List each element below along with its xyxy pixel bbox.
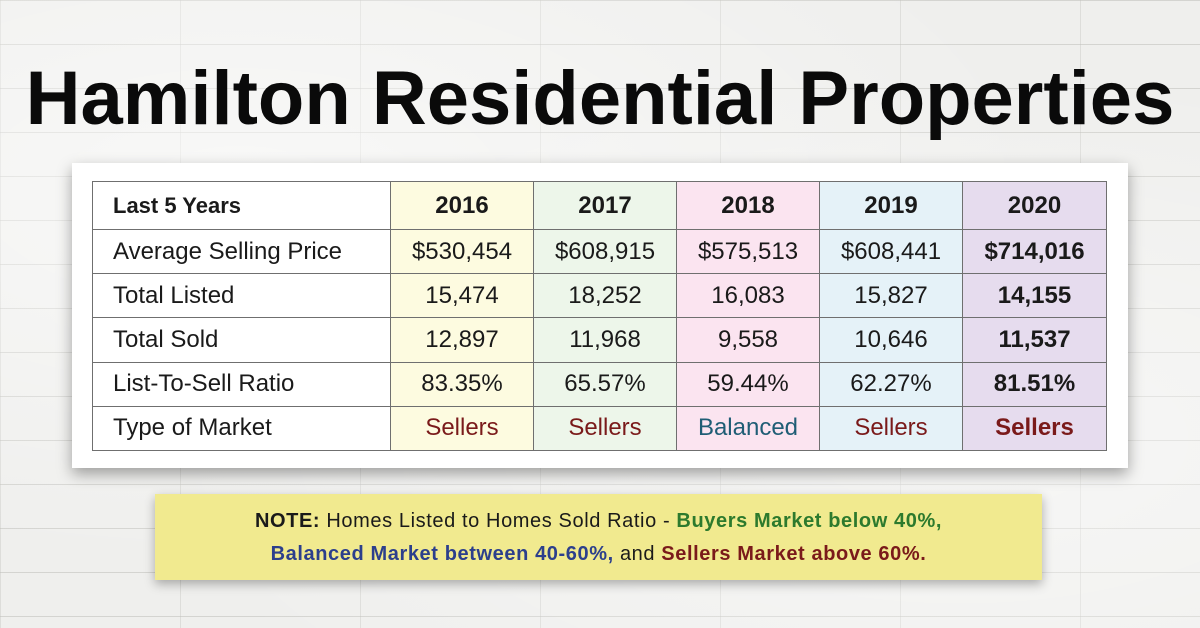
market-type-cell: Sellers: [819, 405, 963, 452]
table-cell: 62.27%: [819, 361, 963, 407]
note-line-1: NOTE: Homes Listed to Homes Sold Ratio -…: [155, 510, 1042, 533]
table-cell: 15,474: [390, 273, 534, 319]
table-row-total-sold: Total Sold 12,897 11,968 9,558 10,646 11…: [92, 317, 1107, 363]
market-type-cell: Sellers: [390, 405, 534, 452]
year-header: 2019: [819, 180, 963, 231]
table-cell: 65.57%: [533, 361, 677, 407]
note-intro: Homes Listed to Homes Sold Ratio -: [326, 510, 671, 532]
note-balanced: Balanced Market between 40-60%,: [270, 543, 614, 565]
market-type-cell: Sellers: [962, 405, 1107, 452]
year-header: 2017: [533, 180, 677, 231]
table-cell: $608,915: [533, 229, 677, 275]
row-label: Total Listed: [92, 273, 391, 319]
year-header: 2016: [390, 180, 534, 231]
note-sellers: Sellers Market above 60%.: [661, 543, 927, 565]
row-label: Type of Market: [92, 405, 391, 452]
table-cell: 18,252: [533, 273, 677, 319]
table-cell: 16,083: [676, 273, 820, 319]
table-cell: 11,537: [962, 317, 1107, 363]
note-line-2: Balanced Market between 40-60%, and Sell…: [155, 543, 1042, 566]
note-buyers: Buyers Market below 40%,: [676, 510, 943, 532]
table-cell: 83.35%: [390, 361, 534, 407]
table-row-market-type: Type of Market Sellers Sellers Balanced …: [92, 405, 1107, 452]
note-prefix: NOTE:: [254, 510, 321, 532]
table-cell: 59.44%: [676, 361, 820, 407]
table-cell: $575,513: [676, 229, 820, 275]
header-label: Last 5 Years: [92, 180, 391, 231]
year-header: 2020: [962, 180, 1107, 231]
table-cell: 9,558: [676, 317, 820, 363]
table-row-total-listed: Total Listed 15,474 18,252 16,083 15,827…: [92, 273, 1107, 319]
row-label: Total Sold: [92, 317, 391, 363]
market-note: NOTE: Homes Listed to Homes Sold Ratio -…: [155, 494, 1042, 580]
table-row-ratio: List-To-Sell Ratio 83.35% 65.57% 59.44% …: [92, 361, 1107, 407]
row-label: List-To-Sell Ratio: [92, 361, 391, 407]
year-header: 2018: [676, 180, 820, 231]
table-cell: $530,454: [390, 229, 534, 275]
market-type-cell: Balanced: [676, 405, 820, 452]
table-row-average-price: Average Selling Price $530,454 $608,915 …: [92, 229, 1107, 275]
table-cell: 81.51%: [962, 361, 1107, 407]
table-cell: 11,968: [533, 317, 677, 363]
table-cell: 15,827: [819, 273, 963, 319]
stats-card: Last 5 Years 2016 2017 2018 2019 2020 Av…: [72, 163, 1128, 468]
table-cell: $608,441: [819, 229, 963, 275]
note-joiner: and: [619, 543, 656, 565]
table-cell: $714,016: [962, 229, 1107, 275]
market-type-cell: Sellers: [533, 405, 677, 452]
table-cell: 14,155: [962, 273, 1107, 319]
row-label: Average Selling Price: [92, 229, 391, 275]
page-title: Hamilton Residential Properties: [25, 56, 1175, 141]
table-cell: 10,646: [819, 317, 963, 363]
table-header-row: Last 5 Years 2016 2017 2018 2019 2020: [92, 180, 1107, 231]
table-cell: 12,897: [390, 317, 534, 363]
stats-table: Last 5 Years 2016 2017 2018 2019 2020 Av…: [92, 180, 1107, 452]
